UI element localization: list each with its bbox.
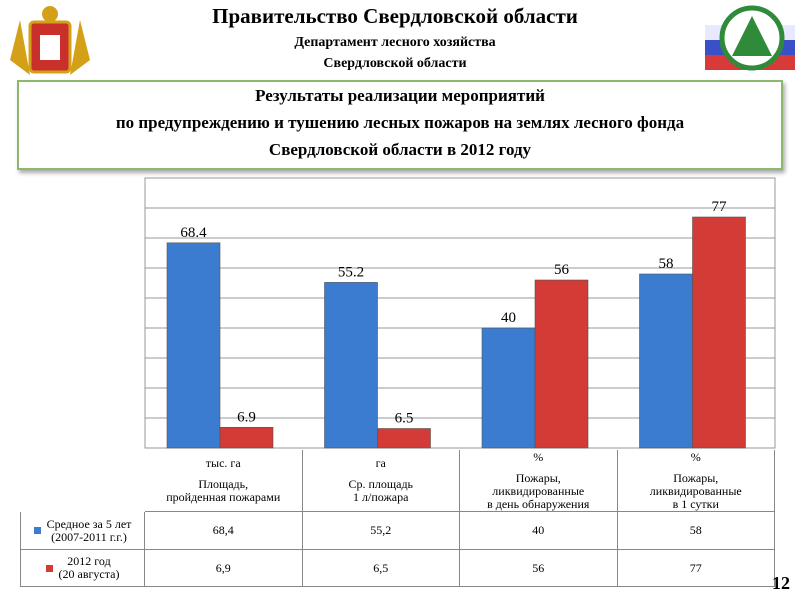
unit-label: % (533, 449, 544, 464)
page-number: 12 (772, 573, 790, 593)
bar (481, 327, 536, 449)
table-value: 77 (617, 550, 775, 587)
data-label: 77 (712, 199, 728, 215)
bar (166, 242, 221, 449)
data-label: 58 (659, 256, 674, 272)
category-cell: га Ср. площадь 1 л/пожара (302, 450, 460, 512)
bar (324, 282, 378, 449)
legend-cell: 2012 год (20 августа) (20, 550, 145, 587)
x-tick-label: Площадь, пройденная пожарами (166, 477, 281, 504)
data-label: 68.4 (180, 225, 207, 241)
forestry-logo (705, 5, 795, 71)
header-subtitle: Департамент лесного хозяйства Свердловск… (294, 35, 496, 71)
bar (639, 273, 693, 449)
legend-label: Средное за 5 лет (2007-2011 г.г.) (46, 516, 132, 544)
x-tick-label: Пожары, ликвидированные в 1 сутки (649, 470, 742, 511)
category-cell: % Пожары, ликвидированные в день обнаруже… (460, 450, 618, 512)
unit-label: тыс. га (205, 456, 241, 470)
table-value: 68,4 (145, 512, 303, 550)
bar (377, 428, 431, 449)
coat-of-arms (10, 6, 90, 75)
legend-swatch (33, 527, 41, 534)
table-value: 40 (460, 512, 618, 550)
category-cell: % Пожары, ликвидированные в 1 сутки (617, 449, 775, 512)
data-label: 6.9 (237, 409, 256, 425)
legend-cell: Средное за 5 лет (2007-2011 г.г.) (20, 512, 145, 550)
data-label: 6.5 (395, 411, 414, 427)
x-tick-label: Пожары, ликвидированные в день обнаружен… (487, 470, 590, 511)
table-value: 58 (617, 512, 775, 550)
chart-title: Результаты реализации мероприятий по пре… (17, 80, 783, 170)
data-label: 40 (501, 310, 516, 326)
data-label: 56 (554, 262, 570, 278)
legend-swatch (45, 564, 53, 572)
category-cell: тыс. га Площадь, пройденная пожарами (145, 450, 303, 512)
header-title: Правительство Свердловской области (212, 4, 578, 28)
table-value: 6,9 (145, 550, 303, 587)
legend-label: 2012 год (20 августа) (58, 554, 120, 581)
unit-label: % (690, 449, 701, 464)
table-value: 56 (460, 550, 618, 587)
table-value: 55,2 (302, 512, 460, 550)
bar (692, 216, 746, 449)
table-value: 6,5 (302, 550, 460, 587)
x-tick-label: Ср. площадь 1 л/пожара (348, 477, 414, 504)
data-label: 55.2 (338, 264, 364, 280)
bar (534, 279, 589, 449)
bar (219, 426, 274, 449)
unit-label: га (375, 456, 386, 470)
